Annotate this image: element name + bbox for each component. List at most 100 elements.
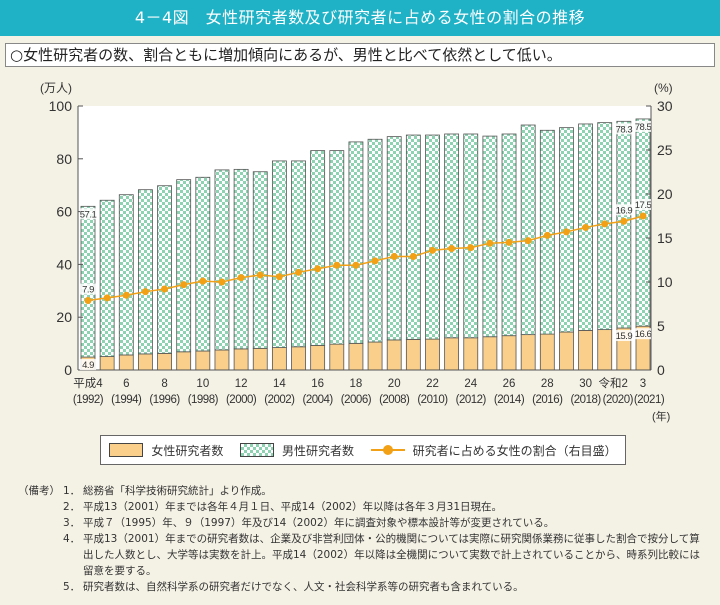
legend-label: 女性研究者数 bbox=[151, 443, 224, 458]
bar-male bbox=[386, 136, 402, 341]
note-text: 総務省「科学技術研究統計」より作成。 bbox=[83, 485, 272, 497]
bar-female bbox=[578, 329, 593, 371]
plot-area bbox=[78, 106, 651, 370]
ratio-point bbox=[180, 281, 188, 289]
bar-male bbox=[138, 189, 153, 355]
bar-male bbox=[118, 194, 134, 356]
x-tick-year: (1992) bbox=[73, 394, 104, 406]
right-tick-label: 25 bbox=[657, 142, 673, 158]
bar-male bbox=[482, 135, 498, 338]
x-tick-label: 28 bbox=[541, 378, 554, 390]
data-label: 4.9 bbox=[82, 360, 94, 371]
data-label: 7.9 bbox=[82, 284, 94, 295]
bar-male bbox=[329, 150, 345, 345]
left-tick-label: 80 bbox=[56, 151, 72, 167]
ratio-point bbox=[237, 274, 245, 282]
note-text: 平成13（2001）年までは各年４月１日、平成14（2002）年以降は各年３月3… bbox=[83, 501, 503, 513]
data-label-bg bbox=[80, 359, 96, 371]
bar-female bbox=[425, 338, 440, 371]
ratio-point bbox=[84, 296, 92, 304]
ratio-point bbox=[122, 291, 130, 299]
note-text: 平成７（1995）年、９（1997）年及び14（2002）年に調査対象や標本設計… bbox=[83, 517, 555, 529]
data-label: 57.1 bbox=[80, 209, 97, 220]
ratio-point bbox=[141, 288, 149, 296]
bar-male bbox=[233, 168, 249, 350]
female-swatch bbox=[109, 443, 144, 457]
bar-female bbox=[482, 336, 498, 371]
figure-title: 4－4図 女性研究者数及び研究者に占める女性の割合の推移 bbox=[0, 0, 720, 36]
bar-female bbox=[291, 346, 306, 371]
ratio-point bbox=[371, 257, 379, 265]
bar-male bbox=[214, 169, 230, 351]
ratio-point bbox=[562, 228, 570, 236]
bar-female bbox=[138, 353, 153, 371]
note-2: 2． 平成13（2001）年までは各年４月１日、平成14（2002）年以降は各年３… bbox=[18, 499, 703, 515]
x-tick-label: 14 bbox=[273, 378, 286, 390]
x-tick-label: 30 bbox=[579, 378, 592, 390]
bar-male bbox=[157, 185, 172, 354]
ratio-point bbox=[601, 220, 609, 228]
chart: 0 20 40 60 80 100 0 5 10 15 20 25 30 (万人) (%) (年) 平成4 (19… bbox=[40, 81, 673, 423]
male-swatch bbox=[239, 443, 274, 457]
left-tick-label: 40 bbox=[56, 256, 72, 272]
x-tick-label: 24 bbox=[464, 378, 477, 390]
note-num: 3． bbox=[63, 517, 81, 529]
x-tick-year: (1996) bbox=[149, 394, 180, 406]
bar-female bbox=[329, 343, 345, 371]
ratio-point bbox=[639, 212, 647, 220]
ratio-point bbox=[199, 277, 207, 285]
bar-female bbox=[348, 342, 364, 371]
x-tick-label: 20 bbox=[388, 378, 401, 390]
right-axis-label: (%) bbox=[654, 81, 673, 95]
bar-female bbox=[444, 337, 460, 371]
bar-male bbox=[195, 176, 211, 352]
note-3: 3． 平成７（1995）年、９（1997）年及び14（2002）年に調査対象や標本… bbox=[18, 515, 703, 531]
right-tick-label: 5 bbox=[657, 318, 665, 334]
data-label-bg bbox=[635, 120, 651, 132]
legend-item-male: 男性研究者数 bbox=[239, 442, 354, 459]
x-tick-year: (2004) bbox=[303, 394, 334, 406]
ratio-point bbox=[428, 246, 436, 254]
bar-male bbox=[80, 205, 96, 358]
notes-head: （備考） bbox=[18, 485, 60, 497]
x-tick-year: (2006) bbox=[341, 394, 372, 406]
x-tick-label: 6 bbox=[123, 378, 129, 390]
bar-male bbox=[425, 134, 440, 340]
bar-female bbox=[405, 338, 421, 371]
bar-female bbox=[118, 354, 134, 371]
data-label-bg bbox=[80, 208, 96, 220]
ratio-point bbox=[505, 238, 513, 246]
bar-female bbox=[214, 349, 230, 371]
bar-female bbox=[501, 335, 517, 371]
note-num: 1． bbox=[63, 485, 81, 497]
ratio-point bbox=[582, 223, 590, 231]
bar-female bbox=[252, 347, 268, 371]
note-num: 2． bbox=[63, 501, 81, 513]
bar-male bbox=[310, 150, 326, 346]
ratio-point bbox=[524, 237, 532, 245]
bar-female bbox=[99, 356, 115, 371]
x-axis-label: (年) bbox=[652, 409, 670, 423]
data-label-bg bbox=[635, 328, 651, 340]
ratio-point bbox=[390, 252, 398, 260]
x-tick-label: 26 bbox=[503, 378, 516, 390]
legend-item-female: 女性研究者数 bbox=[109, 442, 223, 459]
right-tick-label: 0 bbox=[657, 362, 665, 378]
x-tick-label: 12 bbox=[235, 378, 248, 390]
ratio-point bbox=[543, 231, 551, 239]
bar-male bbox=[367, 138, 383, 343]
bar-male bbox=[348, 141, 364, 344]
note-4: 4． 平成13（2001）年までの研究者数は、企業及び非営利団体・公的機関について… bbox=[18, 531, 703, 579]
x-tick-year: (2012) bbox=[456, 394, 487, 406]
bar-female bbox=[157, 352, 172, 371]
ratio-point bbox=[352, 261, 360, 269]
data-label: 78.3 bbox=[616, 124, 633, 135]
ratio-point bbox=[161, 285, 169, 293]
x-tick-label: 10 bbox=[196, 378, 209, 390]
x-tick-year: (2010) bbox=[417, 394, 448, 406]
bar-male bbox=[463, 133, 479, 339]
ratio-point bbox=[314, 265, 322, 273]
legend-label: 研究者に占める女性の割合（右目盛） bbox=[412, 443, 617, 458]
x-tick-label: 3 bbox=[640, 378, 646, 390]
note-5: 5． 研究者数は、自然科学系の研究者だけでなく、人文・社会科学系等の研究者も含まれ… bbox=[18, 579, 703, 595]
